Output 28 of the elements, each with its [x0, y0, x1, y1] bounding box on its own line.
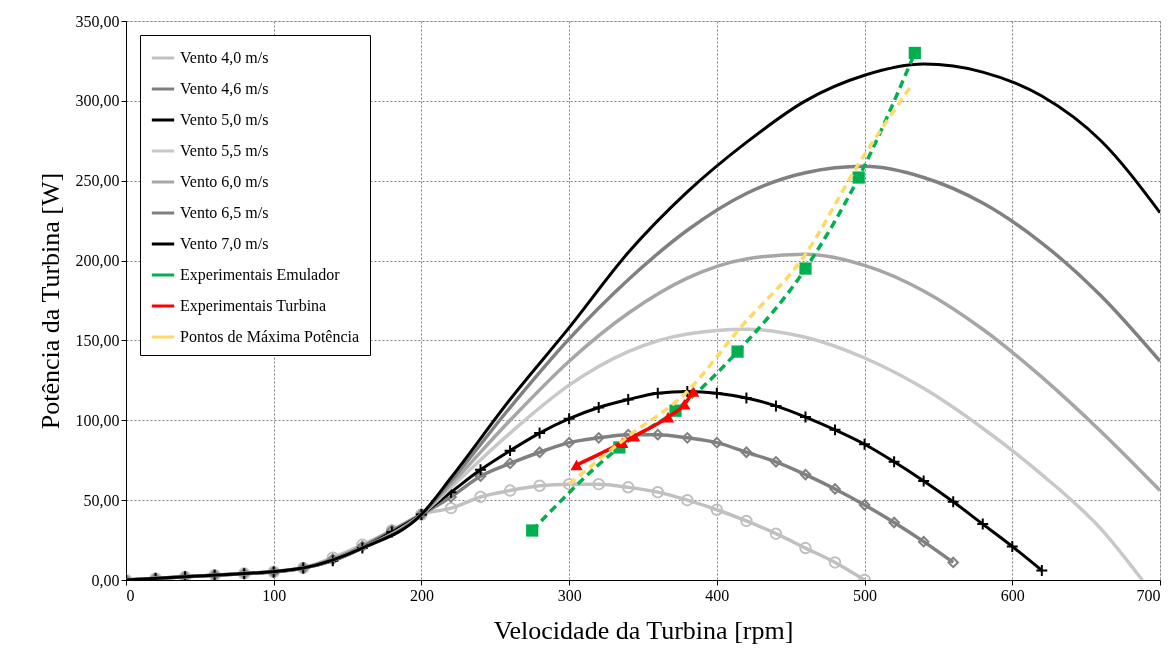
x-tick-label: 600 [1000, 586, 1025, 604]
legend-label: Vento 5,0 m/s [180, 111, 269, 128]
x-tick-label: 500 [853, 586, 878, 604]
legend-label: Experimentais Emulador [180, 266, 341, 284]
legend-label: Vento 5,5 m/s [180, 142, 269, 159]
legend-label: Vento 7,0 m/s [180, 235, 269, 252]
x-tick-label: 0 [126, 586, 135, 604]
x-tick-label: 100 [262, 586, 287, 604]
legend-label: Vento 4,6 m/s [180, 80, 269, 97]
legend-label: Experimentais Turbina [180, 297, 327, 315]
x-axis-title: Velocidade da Turbina [rpm] [493, 615, 794, 645]
x-tick-label: 300 [557, 586, 582, 604]
y-tick-label: 100,00 [75, 411, 120, 429]
y-tick-label: 150,00 [75, 331, 120, 349]
y-tick-label: 250,00 [75, 172, 120, 190]
y-tick-label: 350,00 [75, 12, 120, 30]
y-tick-label: 50,00 [83, 491, 120, 509]
legend-label: Vento 6,0 m/s [180, 173, 269, 190]
legend-label: Vento 4,0 m/s [180, 49, 269, 66]
legend-label: Vento 6,5 m/s [180, 204, 269, 221]
x-tick-label: 200 [409, 586, 434, 604]
legend-label: Pontos de Máxima Potência [180, 328, 360, 345]
y-tick-label: 0,00 [91, 571, 120, 589]
y-tick-label: 300,00 [75, 92, 120, 110]
x-tick-label: 700 [1136, 586, 1161, 604]
x-tick-label: 400 [705, 586, 730, 604]
y-tick-label: 200,00 [75, 252, 120, 270]
y-axis-title: Potência da Turbina [W] [35, 172, 65, 430]
